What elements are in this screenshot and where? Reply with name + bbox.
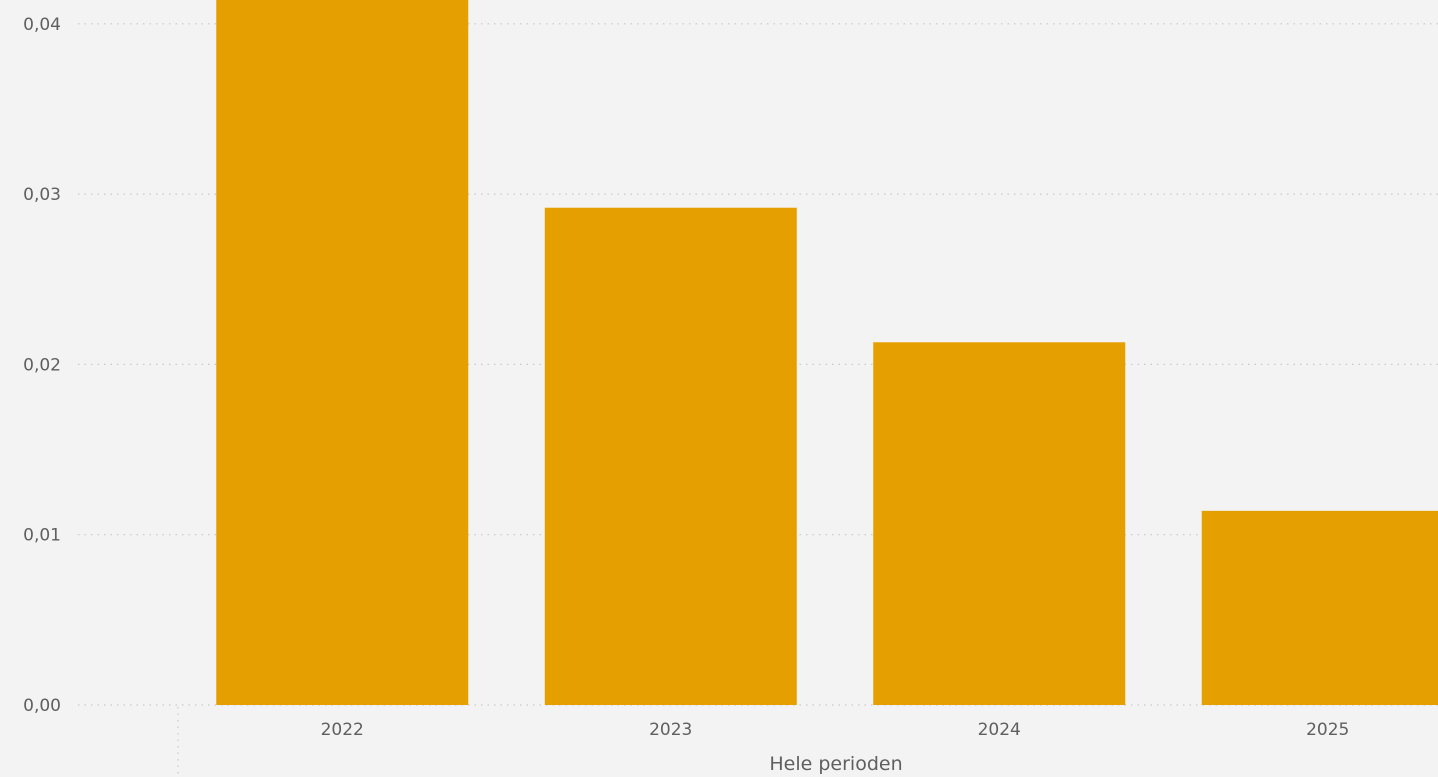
bar-2023[interactable] — [544, 207, 797, 705]
bar-2022[interactable] — [216, 0, 469, 705]
x-tick-label: 2025 — [1306, 720, 1349, 740]
y-tick-label: 0,00 — [23, 696, 61, 716]
bar-2024[interactable] — [873, 342, 1126, 705]
x-tick-label: 2024 — [978, 720, 1021, 740]
y-axis-ticks: 0,00 0,01 0,02 0,03 0,04 — [23, 15, 61, 716]
bars — [216, 0, 1438, 705]
y-tick-label: 0,02 — [23, 355, 61, 375]
y-tick-label: 0,01 — [23, 526, 61, 546]
x-axis-title: Hele perioden — [769, 753, 902, 775]
x-tick-label: 2023 — [649, 720, 692, 740]
y-tick-label: 0,04 — [23, 15, 61, 35]
x-axis-ticks: 2022 2023 2024 2025 — [321, 720, 1350, 740]
x-tick-label: 2022 — [321, 720, 364, 740]
y-tick-label: 0,03 — [23, 185, 61, 205]
bar-2025[interactable] — [1201, 510, 1438, 705]
